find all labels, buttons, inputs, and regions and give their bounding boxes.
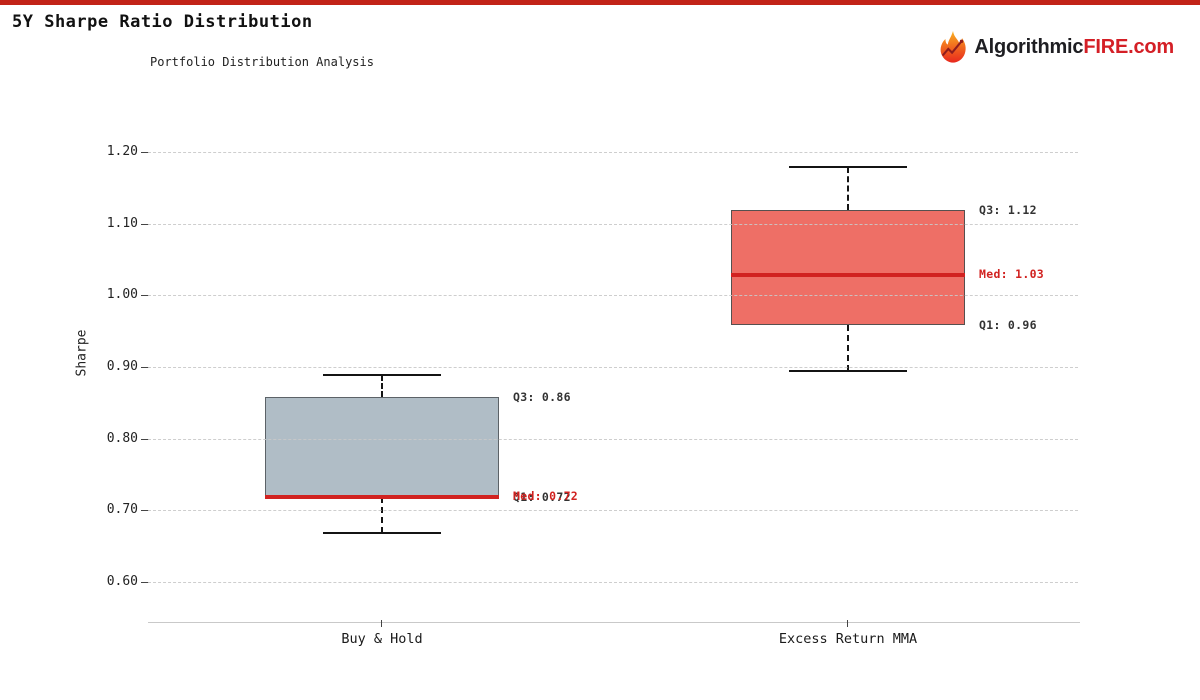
y-tick-mark	[141, 582, 149, 583]
y-tick-mark	[141, 151, 149, 153]
y-tick-label: 0.80	[106, 430, 138, 446]
y-gridline	[148, 151, 1078, 153]
whisker-upper-buy-hold	[381, 375, 383, 397]
y-tick-mark	[141, 223, 149, 225]
flame-chart-icon	[937, 30, 969, 64]
whisker-upper-excess-return-mma	[847, 167, 849, 211]
y-tick-mark	[141, 438, 149, 440]
annotation-median-buy-hold: Med: 0.72	[513, 488, 579, 503]
brand-part-com: .com	[1128, 35, 1174, 58]
figure-title: 5Y Sharpe Ratio Distribution	[12, 12, 313, 32]
top-accent-bar	[0, 0, 1200, 5]
brand-part-fire: FIRE	[1083, 35, 1129, 58]
y-tick-label: 1.20	[106, 143, 138, 159]
annotation-q3-excess-return-mma: Q3: 1.12	[979, 203, 1037, 218]
x-tick-label-1: Buy & Hold	[341, 631, 423, 647]
y-tick-mark	[141, 510, 149, 512]
y-tick-label: 1.00	[106, 287, 138, 303]
brand-logo: AlgorithmicFIRE.com	[937, 30, 1174, 64]
iqr-box-excess-return-mma	[731, 210, 965, 325]
y-gridline	[148, 582, 1078, 583]
y-gridline	[148, 510, 1078, 512]
y-tick-label: 1.10	[106, 215, 138, 231]
whisker-cap-lower-excess-return-mma	[789, 370, 907, 373]
whisker-cap-upper-buy-hold	[323, 374, 441, 377]
y-tick-label: 0.60	[106, 574, 138, 589]
y-tick-mark	[141, 366, 149, 368]
median-line-excess-return-mma	[731, 272, 965, 277]
y-axis-label: Sharpe	[74, 329, 90, 377]
x-tick-mark	[381, 620, 382, 627]
annotation-q1-excess-return-mma: Q1: 0.96	[979, 317, 1037, 332]
y-gridline	[148, 438, 1078, 440]
annotation-q3-buy-hold: Q3: 0.86	[513, 389, 571, 404]
annotation-median-excess-return-mma: Med: 1.03	[979, 266, 1045, 281]
iqr-box-buy-hold	[265, 396, 499, 497]
y-gridline	[148, 223, 1078, 225]
y-tick-label: 0.90	[106, 358, 138, 374]
brand-part-algorithmic: Algorithmic	[974, 35, 1084, 58]
whisker-cap-lower-buy-hold	[323, 531, 441, 534]
y-gridline	[148, 366, 1078, 368]
x-tick-label-2: Excess Return MMA	[778, 631, 918, 647]
whisker-lower-excess-return-mma	[847, 324, 849, 372]
x-axis-line	[148, 622, 1080, 623]
median-line-buy-hold	[265, 494, 499, 499]
whisker-cap-upper-excess-return-mma	[789, 166, 907, 169]
brand-wordmark: AlgorithmicFIRE.com	[974, 36, 1174, 59]
y-tick-mark	[141, 295, 149, 297]
chart-subtitle: Portfolio Distribution Analysis	[150, 55, 374, 69]
y-gridline	[148, 295, 1078, 297]
y-tick-label: 0.70	[106, 502, 138, 518]
annotation-q1-buy-hold: Q1: 0.72	[513, 489, 571, 504]
whisker-lower-buy-hold	[381, 496, 383, 533]
x-tick-mark	[847, 620, 848, 627]
